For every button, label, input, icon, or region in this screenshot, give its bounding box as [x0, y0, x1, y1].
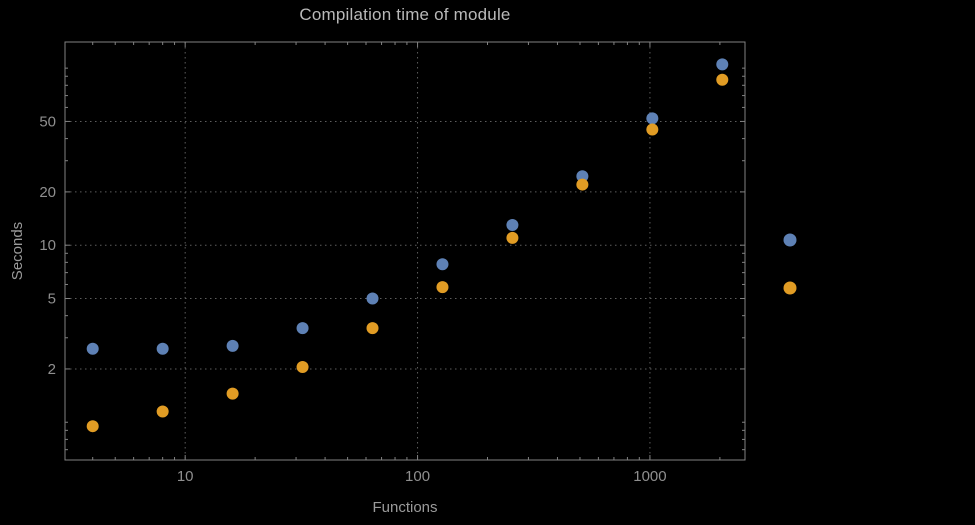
data-point: [296, 361, 309, 374]
data-point: [506, 231, 519, 244]
y-axis-label: Seconds: [9, 221, 26, 281]
data-point: [436, 258, 449, 271]
y-tick-label: 20: [39, 184, 56, 201]
axis-ticks: [65, 42, 745, 460]
data-point: [156, 342, 169, 355]
data-point: [226, 387, 239, 400]
legend-marker-2: [783, 281, 797, 295]
x-tick-labels: 10 100 1000: [177, 468, 667, 485]
data-point: [296, 322, 309, 335]
data-points-blue-series: [86, 58, 729, 355]
data-point: [716, 73, 729, 86]
gridlines: [65, 42, 745, 460]
x-axis-label: Functions: [372, 499, 438, 516]
y-tick-label: 50: [39, 113, 56, 130]
data-point: [86, 420, 99, 433]
y-tick-labels: 2 5 10 20 50: [39, 113, 56, 378]
data-point: [576, 170, 589, 183]
x-tick-label: 100: [405, 468, 430, 485]
x-tick-label: 10: [177, 468, 194, 485]
data-point: [86, 342, 99, 355]
data-point: [366, 322, 379, 335]
data-points-orange-series: [86, 73, 729, 433]
data-point: [156, 405, 169, 418]
data-point: [226, 339, 239, 352]
data-point: [716, 58, 729, 71]
x-tick-label: 1000: [633, 468, 666, 485]
chart-title: Compilation time of module: [299, 5, 511, 24]
data-point: [366, 292, 379, 305]
plot-frame: [64, 41, 746, 461]
data-point: [576, 178, 589, 191]
y-tick-label: 5: [48, 290, 56, 307]
y-tick-label: 10: [39, 237, 56, 254]
data-point: [506, 219, 519, 232]
legend-marker-1: [783, 233, 797, 247]
data-point: [436, 281, 449, 294]
y-tick-label: 2: [48, 361, 56, 378]
data-point: [646, 112, 659, 125]
legend: [783, 233, 797, 295]
data-point: [646, 123, 659, 136]
